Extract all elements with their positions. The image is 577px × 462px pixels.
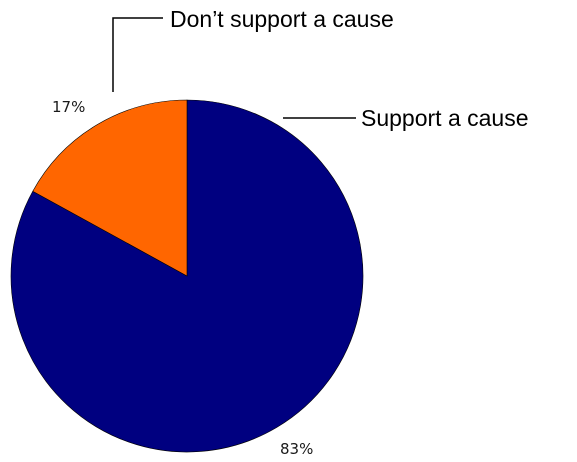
data-label-support: 83% — [280, 440, 313, 458]
data-label-dont-support: 17% — [52, 98, 85, 116]
pie-slice-don-t-support-a-cause — [32, 99, 188, 277]
pie-slice-support-a-cause — [10, 99, 364, 453]
pie-slices — [10, 99, 364, 453]
callout-label-dont-support: Don’t support a cause — [170, 6, 394, 32]
callout-label-support: Support a cause — [361, 105, 529, 131]
callout-leader-dont-support — [112, 17, 163, 92]
